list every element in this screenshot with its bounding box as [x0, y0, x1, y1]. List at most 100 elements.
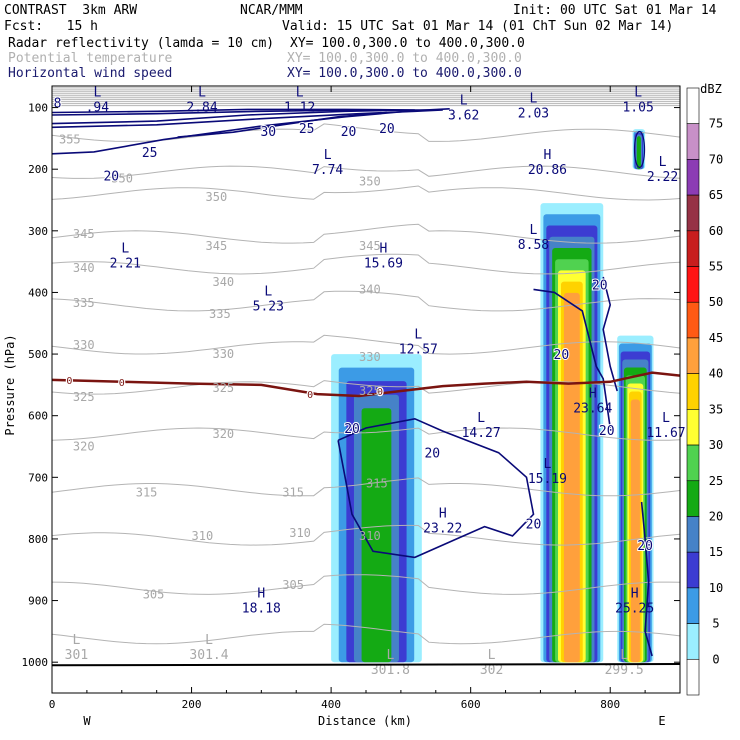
- extremum-marker: L: [530, 92, 538, 107]
- colorbar-swatch: [686, 658, 700, 696]
- wind-contour-label: 25: [299, 122, 315, 137]
- theta-contour: [51, 427, 681, 441]
- theta-contour: [51, 524, 681, 546]
- field-theta-name: Potential temperature: [8, 51, 173, 66]
- extremum-marker: L: [477, 411, 485, 426]
- wind-contour-layer: [51, 108, 653, 657]
- forecast-hour: Fcst: 15 h: [4, 19, 98, 34]
- y-tick-label: 1000: [22, 656, 49, 669]
- x-axis-title: Distance (km): [318, 714, 412, 728]
- init-time: Init: 00 UTC Sat 01 Mar 14: [513, 3, 717, 18]
- colorbar-level-label: 45: [709, 331, 723, 345]
- extremum-value: 2.84: [186, 101, 217, 116]
- theta-contour: [51, 290, 681, 312]
- wind-contour-label: 25: [142, 146, 158, 161]
- theta-contour-label: 350: [111, 171, 133, 185]
- extremum-marker: L: [659, 155, 667, 170]
- field-wind-xy: XY= 100.0,300.0 to 400.0,300.0: [287, 66, 522, 81]
- y-tick-label: 500: [28, 348, 48, 361]
- reflectivity-fill-layer: [331, 129, 654, 663]
- extremum-value: 2.22: [647, 170, 678, 185]
- extremum-value: 11.67: [646, 426, 685, 441]
- extremum-value: 2.21: [110, 256, 141, 271]
- wind-contour-label: 20: [379, 122, 395, 137]
- extremum-marker: L: [387, 648, 395, 663]
- theta-contour: [51, 123, 681, 142]
- wind-contour: [633, 130, 646, 169]
- colorbar-swatch: [686, 587, 700, 624]
- colorbar-swatch: [686, 373, 700, 410]
- theta-contour-label: 310: [359, 529, 381, 543]
- wind-contour-label: 20: [599, 424, 615, 439]
- wind-contour-label: 20: [637, 539, 653, 554]
- theta-contour-label: 350: [206, 190, 228, 204]
- freezing-level-label: 0: [66, 376, 72, 387]
- theta-contour-label: 315: [282, 486, 304, 500]
- wind-contour-label: 20: [341, 125, 357, 140]
- extremum-value: 1.12: [284, 101, 315, 116]
- wind-contour: [177, 111, 387, 138]
- colorbar-swatch: [686, 337, 700, 374]
- extremum-marker: L: [620, 648, 628, 663]
- colorbar-swatch: [686, 516, 700, 553]
- x-left-end-label: W: [83, 714, 91, 728]
- theta-contour-label: 325: [212, 381, 234, 395]
- colorbar-level-label: 5: [712, 617, 719, 631]
- theta-contour: [51, 477, 681, 497]
- y-tick-label: 700: [28, 471, 48, 484]
- theta-contour-label: 340: [359, 282, 381, 296]
- extremum-marker: L: [198, 86, 206, 101]
- extremum-marker: H: [257, 587, 265, 602]
- extremum-marker: H: [439, 506, 447, 521]
- theta-contour-label: 320: [212, 427, 234, 441]
- colorbar-unit: dBZ: [700, 82, 722, 96]
- theta-contour-label: 330: [359, 350, 381, 364]
- theta-contour-label: 315: [136, 486, 158, 500]
- theta-contour: [51, 223, 681, 244]
- colorbar-level-label: 35: [709, 402, 723, 416]
- colorbar-level-label: 15: [709, 545, 723, 559]
- colorbar-swatch: [686, 409, 700, 446]
- colorbar-level-label: 50: [709, 295, 723, 309]
- extremum-value: 2.03: [518, 107, 549, 122]
- theta-contour-label: 305: [143, 587, 165, 601]
- y-tick-label: 400: [28, 286, 48, 299]
- extremum-value: 14.27: [462, 426, 501, 441]
- colorbar-level-label: 65: [709, 188, 723, 202]
- theta-contour-label: 330: [73, 338, 95, 352]
- surface-line: [51, 663, 681, 667]
- extremum-marker: L: [414, 328, 422, 343]
- institution-label: NCAR/MMM: [240, 3, 303, 18]
- model-title: CONTRAST 3km ARW: [4, 3, 138, 18]
- field-reflectivity-xy: XY= 100.0,300.0 to 400.0,300.0: [290, 36, 525, 51]
- wind-contour-label: 20: [424, 447, 440, 462]
- y-tick-label: 600: [28, 410, 48, 423]
- wind-contour-label: 20: [344, 422, 360, 437]
- valid-time: Valid: 15 UTC Sat 01 Mar 14 (01 ChT Sun …: [282, 19, 674, 34]
- extremum-value: 299.5: [605, 663, 644, 678]
- wind-contour-label: 20: [103, 169, 119, 184]
- theta-contour-label: 345: [206, 239, 228, 253]
- colorbar-level-label: 30: [709, 438, 723, 452]
- extremum-value: 7.74: [312, 163, 343, 178]
- extremum-value: 8.58: [518, 238, 549, 253]
- theta-contour: [51, 334, 681, 355]
- freezing-level-label: 0: [307, 390, 313, 401]
- field-reflectivity-name: Radar reflectivity (lamda = 10 cm): [8, 36, 275, 51]
- theta-contour-label: 335: [73, 296, 95, 310]
- extremum-value: 301: [65, 648, 88, 663]
- wind-contour: [640, 501, 653, 657]
- colorbar-swatch: [686, 301, 700, 339]
- colorbar-swatch: [686, 551, 700, 589]
- extremum-marker: L: [634, 86, 642, 101]
- theta-contour-label: 310: [192, 529, 214, 543]
- y-tick-label: 800: [28, 533, 48, 546]
- x-right-end-label: E: [658, 714, 665, 728]
- y-tick-label: 200: [28, 163, 48, 176]
- y-tick-label: 900: [28, 595, 48, 608]
- extremum-marker: H: [380, 241, 388, 256]
- theta-contour-label: 325: [73, 390, 95, 404]
- extremum-marker: L: [530, 223, 538, 238]
- theta-contour-label: 330: [212, 347, 234, 361]
